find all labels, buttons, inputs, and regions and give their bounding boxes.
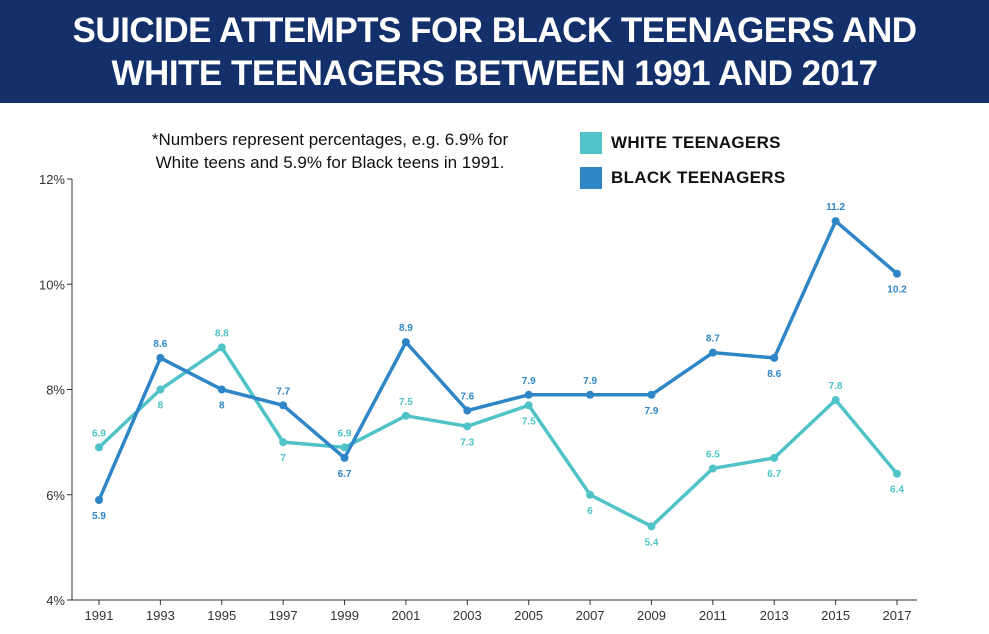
data-point-white — [831, 396, 840, 405]
data-point-black — [463, 406, 472, 415]
data-label-black: 6.7 — [338, 469, 352, 480]
data-point-black — [770, 353, 779, 362]
data-point-black — [708, 348, 717, 357]
data-label-black: 8.7 — [706, 334, 720, 345]
footnote: *Numbers represent percentages, e.g. 6.9… — [151, 130, 509, 172]
data-label-white: 5.4 — [645, 537, 659, 548]
legend: WHITE TEENAGERS BLACK TEENAGERS — [580, 132, 786, 202]
data-label-white: 6.7 — [767, 469, 781, 480]
x-tick-label: 2001 — [391, 608, 420, 623]
data-point-white — [95, 443, 103, 452]
data-point-white — [401, 411, 410, 420]
data-point-white — [156, 385, 165, 394]
data-point-black — [401, 338, 410, 347]
data-point-black — [586, 390, 595, 399]
data-label-black: 7.9 — [522, 376, 536, 387]
legend-item-white: WHITE TEENAGERS — [580, 132, 786, 154]
data-label-white: 7.5 — [522, 416, 536, 427]
data-label-black: 7.6 — [460, 392, 474, 403]
data-label-black: 5.9 — [92, 511, 106, 522]
data-point-black — [95, 496, 103, 505]
data-label-black: 7.9 — [645, 406, 659, 417]
y-tick-label: 8% — [46, 383, 65, 398]
y-tick-label: 4% — [46, 593, 65, 608]
x-tick-label: 2011 — [699, 608, 727, 623]
data-label-white: 8.8 — [215, 328, 229, 339]
y-tick-label: 12% — [39, 172, 65, 187]
data-point-white — [279, 438, 288, 447]
y-tick-label: 6% — [46, 488, 65, 503]
legend-item-black: BLACK TEENAGERS — [580, 167, 786, 189]
y-tick-label: 10% — [39, 277, 65, 292]
data-point-black — [279, 401, 288, 410]
data-point-white — [647, 522, 656, 531]
data-point-white — [340, 443, 349, 452]
data-point-white — [463, 422, 472, 431]
data-point-black — [217, 385, 226, 394]
data-label-white: 6.5 — [706, 449, 720, 460]
x-tick-label: 1997 — [269, 608, 298, 623]
legend-swatch-black — [580, 167, 602, 189]
data-label-white: 6.9 — [92, 428, 106, 439]
x-tick-label: 2015 — [821, 608, 850, 623]
x-tick-label: 1993 — [146, 608, 175, 623]
data-point-white — [708, 464, 717, 473]
x-tick-label: 2009 — [637, 608, 666, 623]
series-line-white — [97, 345, 899, 529]
data-label-black: 7.7 — [276, 386, 290, 397]
data-label-white: 7.8 — [829, 381, 843, 392]
data-point-black — [893, 269, 901, 278]
data-point-white — [586, 490, 595, 499]
data-label-white: 7.3 — [460, 437, 474, 448]
data-label-white: 8 — [158, 401, 164, 412]
data-label-white: 7.5 — [399, 397, 413, 408]
data-label-black: 8.6 — [767, 369, 781, 380]
data-label-white: 6.4 — [890, 485, 904, 496]
x-tick-label: 2007 — [576, 608, 605, 623]
data-point-black — [156, 353, 165, 362]
data-point-white — [524, 401, 533, 410]
legend-label-white: WHITE TEENAGERS — [611, 133, 781, 152]
series-line-black — [97, 219, 899, 501]
data-label-black: 8.9 — [399, 323, 413, 334]
data-label-white: 6.9 — [338, 428, 352, 439]
data-point-white — [770, 453, 779, 462]
x-tick-label: 2005 — [514, 608, 543, 623]
data-point-white — [893, 469, 901, 478]
x-tick-label: 1999 — [330, 608, 359, 623]
x-tick-label: 2003 — [453, 608, 482, 623]
data-label-black: 11.2 — [826, 202, 845, 213]
data-point-black — [647, 390, 656, 399]
legend-swatch-white — [580, 132, 602, 154]
data-label-white: 6 — [587, 506, 593, 517]
data-point-black — [524, 390, 533, 399]
data-label-black: 10.2 — [887, 285, 907, 296]
chart-title: SUICIDE ATTEMPTS FOR BLACK TEENAGERS AND… — [72, 10, 918, 93]
x-tick-label: 1995 — [207, 608, 236, 623]
data-point-black — [831, 217, 840, 226]
x-tick-label: 1991 — [85, 608, 114, 623]
data-point-white — [217, 343, 226, 352]
data-label-white: 7 — [280, 453, 286, 464]
x-tick-label: 2013 — [760, 608, 789, 623]
data-label-black: 8 — [219, 401, 225, 412]
data-label-black: 7.9 — [583, 376, 597, 387]
x-tick-label: 2017 — [883, 608, 912, 623]
title-banner: SUICIDE ATTEMPTS FOR BLACK TEENAGERS AND… — [0, 0, 989, 103]
data-label-black: 8.6 — [153, 339, 167, 350]
data-point-black — [340, 453, 349, 462]
legend-label-black: BLACK TEENAGERS — [611, 168, 786, 187]
